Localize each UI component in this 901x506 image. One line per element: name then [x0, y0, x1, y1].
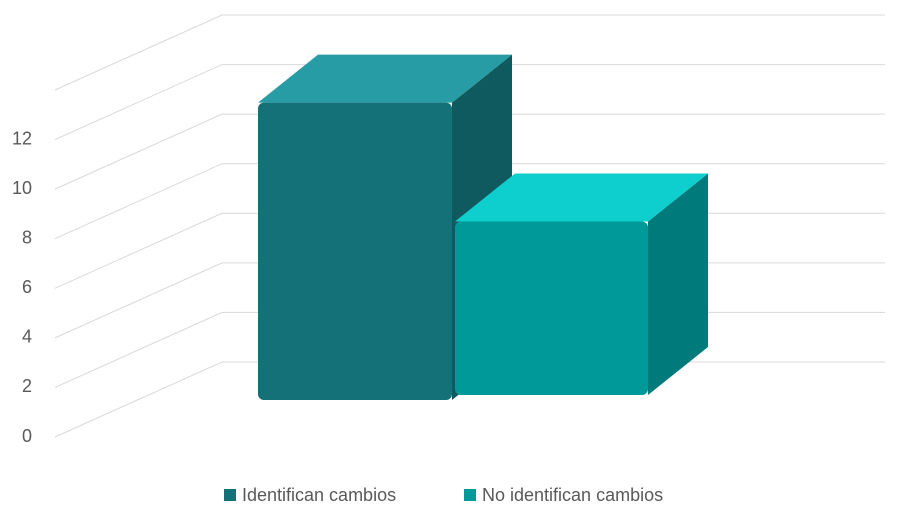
legend-label: No identifican cambios [482, 485, 663, 505]
y-tick-label: 2 [22, 376, 32, 396]
wall-edge [54, 14, 885, 91]
bar [455, 173, 708, 395]
y-tick-label: 6 [22, 277, 32, 297]
bar [258, 54, 512, 401]
grid-line [54, 163, 885, 240]
bar-front [258, 102, 452, 401]
bar-top [258, 54, 512, 103]
y-tick-label: 4 [22, 327, 32, 347]
legend-swatch [224, 489, 236, 501]
y-tick-label: 0 [22, 426, 32, 446]
y-tick-label: 8 [22, 227, 32, 247]
grid-line [54, 64, 885, 141]
bar-side [648, 173, 708, 395]
bar-top [455, 173, 708, 222]
legend-swatch [464, 489, 476, 501]
legend-label: Identifican cambios [242, 485, 396, 505]
bar-front [455, 221, 648, 395]
y-tick-label: 12 [12, 128, 32, 148]
grid-line [54, 113, 885, 190]
y-tick-label: 10 [12, 178, 32, 198]
